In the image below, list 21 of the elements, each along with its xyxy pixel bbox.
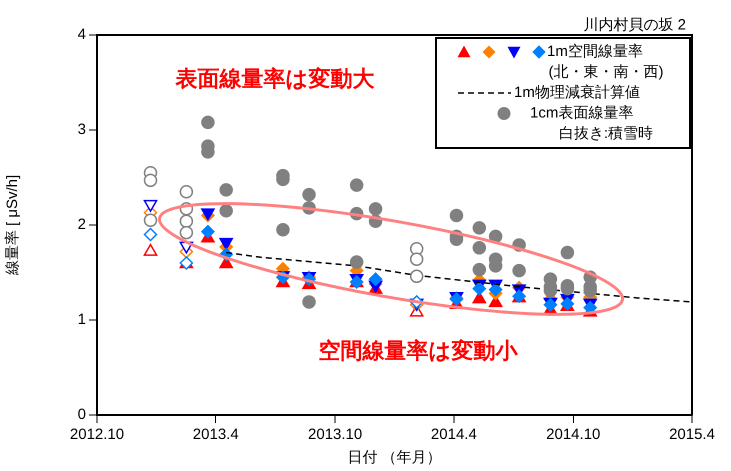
annotation: 空間線量率は変動小 <box>318 338 518 364</box>
legend-label: 1cm表面線量率 <box>530 104 634 122</box>
legend-label: 1m空間線量率 <box>547 43 643 60</box>
chart-title: 川内村貝の坂 2 <box>583 16 686 34</box>
x-tick-label: 2014.10 <box>546 426 600 444</box>
legend-label: 1m物理減衰計算値 <box>514 84 640 102</box>
y-tick-label: 1 <box>78 311 86 328</box>
annotation: (北・東・南・西) <box>548 64 664 81</box>
x-axis-title: 日付 （年月） <box>347 449 442 466</box>
y-axis-title: 線量率 [ μSv/h] <box>4 174 22 276</box>
x-tick-label: 2014.4 <box>430 426 477 444</box>
annotation: 白抜き:積雪時 <box>558 125 654 142</box>
annotation: 表面線量率は変動大 <box>174 66 376 92</box>
x-tick-label: 2012.10 <box>70 426 124 444</box>
y-tick-label: 0 <box>78 406 86 424</box>
x-tick-label: 2013.4 <box>192 426 239 444</box>
y-tick-label: 3 <box>78 121 86 138</box>
y-tick-label: 4 <box>78 26 86 44</box>
y-tick-label: 2 <box>78 216 86 234</box>
x-tick-label: 2015.4 <box>669 426 715 444</box>
x-tick-label: 2013.10 <box>308 426 362 444</box>
